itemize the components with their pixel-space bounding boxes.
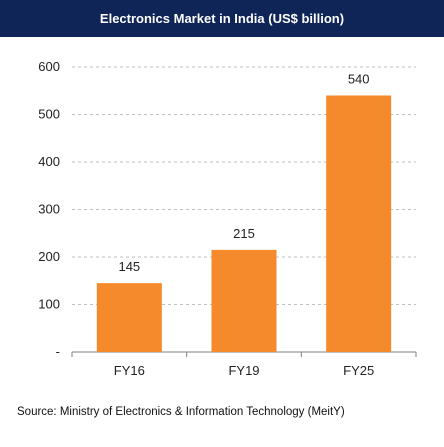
bar (96, 283, 162, 352)
x-tick-label: FY25 (343, 363, 374, 378)
y-tick-label: 500 (38, 107, 60, 122)
source-note: Source: Ministry of Electronics & Inform… (17, 406, 345, 418)
y-tick-label: 600 (38, 59, 60, 74)
bar (326, 95, 392, 352)
chart-title: Electronics Market in India (US$ billion… (99, 11, 345, 26)
x-tick-label: FY19 (228, 363, 259, 378)
bar (211, 249, 277, 352)
y-tick-label: - (56, 344, 60, 359)
data-label: 145 (118, 259, 140, 274)
y-tick-label: 300 (38, 202, 60, 217)
axes (71, 351, 417, 357)
y-tick-label: 400 (38, 154, 60, 169)
labels: - 100 200 300 400 500 600 145 FY16 215 FY19 540 FY25 (38, 59, 374, 378)
bars (96, 95, 392, 352)
y-tick-label: 100 (38, 297, 60, 312)
chart-title-bar: Electronics Market in India (US$ billion… (0, 0, 444, 37)
data-label: 540 (348, 72, 370, 87)
bar-chart: - 100 200 300 400 500 600 145 FY16 215 FY19 540 FY25 (38, 59, 417, 378)
data-label: 215 (233, 226, 255, 241)
x-tick-label: FY16 (114, 363, 145, 378)
y-tick-label: 200 (38, 249, 60, 264)
